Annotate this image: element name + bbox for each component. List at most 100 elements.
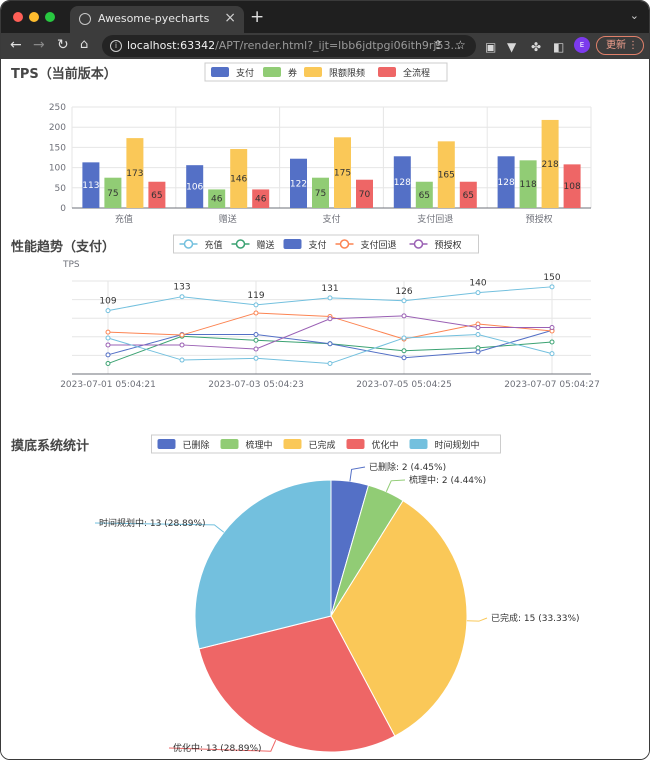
tab-bar: Awesome-pyecharts × + ⌄ [1,1,649,33]
bar [459,181,477,208]
bar [290,158,307,208]
page-content: TPS（当前版本） 支付 券 限额限频 全流程 0 50 100 150 200 250 充值 113 7… [1,59,649,759]
data-point [105,361,111,367]
data-label: 133 [173,283,190,293]
legend-label: 梳理中 [246,439,273,451]
x-tick-label: 支付 [322,213,340,225]
forward-icon[interactable]: → [33,37,45,53]
y-tick-label: 150 [49,143,66,153]
bar-value-label: 106 [186,183,203,193]
legend-label: 全流程 [403,67,430,79]
x-tick-label: 2023-07-03 05:04:23 [208,380,304,390]
pie-label-line [94,522,225,533]
y-tick-label: 50 [55,184,67,194]
y-axis-label: TPS [62,260,80,270]
browser-tab[interactable]: Awesome-pyecharts × [70,6,244,33]
data-point [401,348,407,354]
data-label: 131 [321,284,338,294]
legend-swatch-dot [339,239,350,249]
data-point [401,298,407,304]
data-label: 109 [99,297,116,307]
chart-title: TPS（当前版本） [11,66,117,82]
pie-label-line [168,740,277,752]
pie-label-line [349,466,366,482]
bar-value-label: 218 [542,160,559,170]
legend-label: 优化中 [372,439,399,451]
extension-reader-icon[interactable]: ▣ [485,40,497,54]
tab-search-chevron-icon[interactable]: ⌄ [629,9,639,22]
maximize-window-button[interactable] [45,12,55,22]
reload-icon[interactable]: ↻ [57,37,69,53]
data-point [549,284,555,290]
data-point [253,302,259,308]
chart-title: 性能趋势（支付） [11,239,115,255]
legend-label: 支付 [236,67,254,79]
url-host: localhost:63342 [127,39,216,52]
bar [126,138,144,208]
legend-swatch [409,439,428,449]
bar [541,119,559,208]
y-tick-label: 250 [49,103,66,113]
bar-value-label: 175 [334,169,351,179]
bar-value-label: 146 [230,175,247,185]
data-point [475,331,481,337]
x-tick-label: 2023-07-07 05:04:27 [504,380,600,390]
bar-value-label: 46 [211,195,223,205]
legend-label: 已删除 [183,439,210,451]
legend-label: 时间规划中 [435,439,480,451]
data-point [105,308,111,314]
bar-value-label: 108 [564,182,581,192]
data-point [475,349,481,355]
bar-value-label: 128 [394,178,411,188]
close-tab-icon[interactable]: × [224,10,236,26]
share-icon[interactable]: ⇪ [433,38,444,52]
legend-swatch [283,439,302,449]
profile-avatar[interactable]: E [574,37,590,53]
pie-label: 梳理中: 2 (4.44%) [409,474,486,486]
bar-value-label: 128 [498,178,515,188]
bar [230,149,248,208]
legend-label: 预授权 [435,239,462,251]
pie-slice [194,479,332,650]
home-icon[interactable]: ⌂ [80,37,89,52]
bar [252,189,270,208]
address-bar[interactable]: i localhost:63342/APT/render.html?_ijt=l… [102,35,476,57]
data-point [549,339,555,345]
bar [148,181,166,208]
extensions-puzzle-icon[interactable]: ✤ [531,40,542,54]
legend-swatch [211,67,229,77]
bar-value-label: 75 [315,189,326,199]
side-panel-icon[interactable]: ◧ [553,40,565,54]
bar [415,181,433,208]
data-point [401,355,407,361]
legend-swatch [304,67,322,77]
close-window-button[interactable] [13,12,23,22]
chart-title: 摸底系统统计 [11,438,89,454]
url-text[interactable]: localhost:63342/APT/render.html?_ijt=lbb… [127,39,461,52]
bar [393,156,411,208]
legend-swatch [283,239,302,249]
bar [334,137,351,208]
more-menu-icon[interactable]: ⋮ [628,40,638,51]
bar-value-label: 122 [290,179,307,189]
extension-v-icon[interactable]: ▼ [507,40,517,54]
y-tick-label: 0 [60,204,66,214]
bar-value-label: 75 [107,189,118,199]
data-point [475,345,481,351]
bar-value-label: 65 [463,191,474,201]
legend-swatch [378,67,396,77]
bar [208,189,226,208]
x-tick-label: 预授权 [526,213,553,225]
minimize-window-button[interactable] [29,12,39,22]
charts-canvas: TPS（当前版本） 支付 券 限额限频 全流程 0 50 100 150 200 250 充值 113 7… [11,62,600,754]
update-button[interactable]: 更新 ⋮ [596,36,644,55]
bar-value-label: 65 [151,191,162,201]
pie-legend: 已删除 梳理中 已完成 优化中 时间规划中 [151,434,501,454]
back-icon[interactable]: ← [10,37,22,53]
data-point [105,352,111,358]
pie-label-line [385,479,406,492]
bookmark-star-icon[interactable]: ☆ [455,38,466,52]
new-tab-icon[interactable]: + [250,7,265,27]
site-info-icon[interactable]: i [110,40,122,52]
line-legend: 充值 赠送 支付 支付回退 预授权 [173,234,479,254]
